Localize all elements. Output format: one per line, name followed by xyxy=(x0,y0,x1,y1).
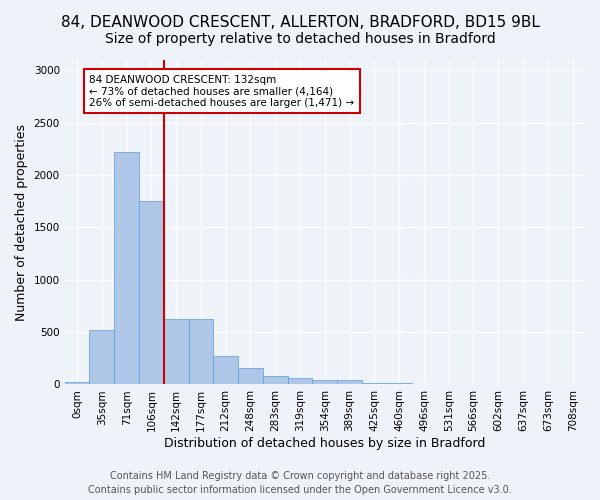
Bar xyxy=(89,330,114,384)
Bar xyxy=(362,383,387,384)
Bar xyxy=(337,380,362,384)
Text: 84 DEANWOOD CRESCENT: 132sqm
← 73% of detached houses are smaller (4,164)
26% of: 84 DEANWOOD CRESCENT: 132sqm ← 73% of de… xyxy=(89,74,355,108)
Bar xyxy=(263,376,287,384)
Bar xyxy=(164,318,188,384)
Text: Size of property relative to detached houses in Bradford: Size of property relative to detached ho… xyxy=(104,32,496,46)
Bar xyxy=(238,368,263,384)
Text: 84, DEANWOOD CRESCENT, ALLERTON, BRADFORD, BD15 9BL: 84, DEANWOOD CRESCENT, ALLERTON, BRADFOR… xyxy=(61,15,539,30)
Text: Contains HM Land Registry data © Crown copyright and database right 2025.
Contai: Contains HM Land Registry data © Crown c… xyxy=(88,471,512,495)
Bar xyxy=(65,382,89,384)
X-axis label: Distribution of detached houses by size in Bradford: Distribution of detached houses by size … xyxy=(164,437,485,450)
Bar xyxy=(287,378,313,384)
Bar xyxy=(313,380,337,384)
Y-axis label: Number of detached properties: Number of detached properties xyxy=(15,124,28,320)
Bar xyxy=(139,202,164,384)
Bar xyxy=(188,318,214,384)
Bar xyxy=(114,152,139,384)
Bar xyxy=(214,356,238,384)
